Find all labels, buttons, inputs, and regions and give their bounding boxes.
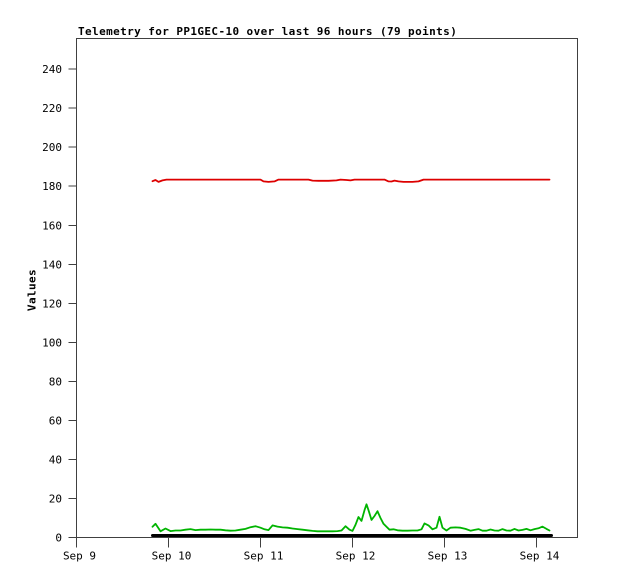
- x-axis-tick-label: Sep 9: [63, 550, 96, 563]
- y-axis-tick-label: 80: [49, 375, 62, 388]
- x-axis-tick-label: Sep 13: [428, 550, 468, 563]
- chart-title: Telemetry for PP1GEC-10 over last 96 hou…: [78, 25, 458, 38]
- y-axis-tick-label: 180: [42, 180, 62, 193]
- x-axis-tick-label: Sep 11: [244, 550, 284, 563]
- x-axis-tick-label: Sep 14: [520, 550, 560, 563]
- y-axis-tick-label: 20: [49, 492, 62, 505]
- y-axis-tick-label: 200: [42, 141, 62, 154]
- y-axis-tick-label: 240: [42, 63, 62, 76]
- y-axis-tick-label: 120: [42, 297, 62, 310]
- x-axis-tick-label: Sep 12: [336, 550, 376, 563]
- y-axis-tick-label: 160: [42, 219, 62, 232]
- x-axis-tick-label: Sep 10: [152, 550, 192, 563]
- y-axis-tick-label: 220: [42, 102, 62, 115]
- red-series-line: [151, 178, 551, 183]
- y-axis-tick-label: 100: [42, 336, 62, 349]
- plot-border: [76, 38, 578, 538]
- y-axis-tick-label: 60: [49, 414, 62, 427]
- green-series-line: [151, 503, 551, 533]
- y-axis-tick-label: 0: [55, 532, 62, 545]
- y-axis-tick-label: 140: [42, 258, 62, 271]
- y-axis-tick-label: 40: [49, 453, 62, 466]
